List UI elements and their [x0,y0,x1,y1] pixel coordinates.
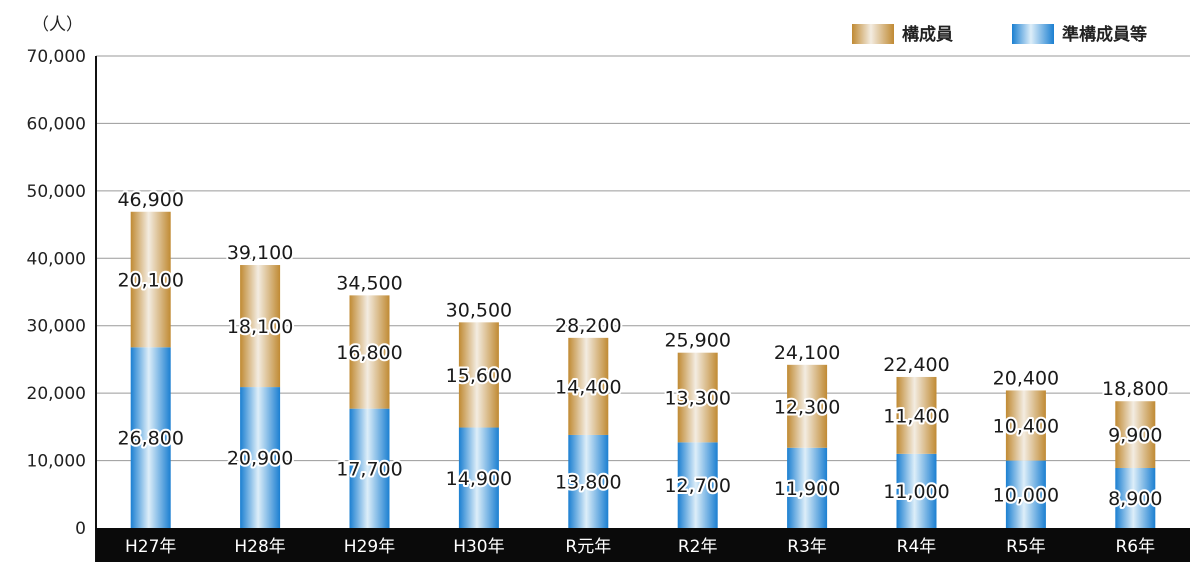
total-label: 46,900 [117,189,183,211]
x-category-label: R元年 [565,537,611,557]
lower-value-label: 11,900 [774,478,840,500]
y-tick-label: 60,000 [27,114,86,134]
bar-segment-upper [896,376,937,454]
bars [130,211,1156,528]
y-tick-label: 20,000 [27,384,86,404]
legend: 構成員 準構成員等 [852,24,1147,45]
bar-segment-upper [1005,390,1046,461]
x-category-label: R3年 [787,537,827,557]
bar-segment-upper [458,322,499,428]
total-label: 30,500 [446,299,512,321]
total-label: 20,400 [993,367,1059,389]
upper-value-label: 16,800 [336,342,402,364]
y-axis: 0 10,000 20,000 30,000 40,000 50,000 60,000 70,… [27,47,97,562]
y-tick-label: 70,000 [27,47,86,67]
total-label: 39,100 [227,242,293,264]
bar-segment-lower [1005,460,1046,528]
upper-value-label: 9,900 [1108,425,1162,447]
x-category-label: H27年 [125,537,176,557]
lower-value-label: 12,700 [664,475,730,497]
total-label: 25,900 [664,330,730,352]
total-label: 28,200 [555,315,621,337]
lower-value-label: 17,700 [336,458,402,480]
x-category-label: R4年 [897,537,937,557]
bar-segment-lower [1115,467,1156,528]
legend-swatch [852,24,894,44]
x-category-label: R2年 [678,537,718,557]
x-category-label: R5年 [1006,537,1046,557]
upper-value-label: 18,100 [227,316,293,338]
bar-segment-upper [677,352,718,443]
y-tick-label: 0 [75,519,86,539]
y-unit-label: （人） [32,15,83,35]
upper-value-label: 14,400 [555,376,621,398]
upper-value-label: 13,300 [664,388,730,410]
bar-segment-lower [896,453,937,528]
upper-value-label: 11,400 [883,405,949,427]
upper-value-label: 10,400 [993,416,1059,438]
legend-label: 構成員 [902,24,953,45]
bar-segment-lower [458,427,499,528]
bar-segment-upper [240,265,281,388]
x-category-label: H30年 [453,537,504,557]
y-tick-label: 10,000 [27,452,86,472]
bar-segment-upper [130,211,171,348]
y-tick-label: 40,000 [27,249,86,269]
bar-segment-lower [787,447,828,528]
lower-value-label: 13,800 [555,471,621,493]
bar-segment-upper [568,337,609,435]
legend-label: 準構成員等 [1062,24,1147,45]
lower-value-label: 26,800 [117,428,183,450]
lower-value-label: 10,000 [993,484,1059,506]
legend-swatch [1012,24,1054,44]
upper-value-label: 12,300 [774,396,840,418]
total-label: 22,400 [883,354,949,376]
bar-segment-lower [568,434,609,528]
lower-value-label: 11,000 [883,481,949,503]
bar-segment-upper [349,295,390,409]
bar-segment-lower [240,387,281,528]
total-label: 18,800 [1102,378,1168,400]
x-category-label: H29年 [344,537,395,557]
y-tick-label: 30,000 [27,317,86,337]
lower-value-label: 20,900 [227,448,293,470]
x-category-label: R6年 [1115,537,1155,557]
value-labels: 46,900 20,100 26,800 39,100 18,100 20,900 34,5… [115,187,1170,512]
bar-segment-upper [787,364,828,448]
x-category-label: H28年 [234,537,285,557]
bar-segment-upper [1115,401,1156,468]
lower-value-label: 14,900 [446,468,512,490]
bar-segment-lower [677,442,718,528]
upper-value-label: 15,600 [446,365,512,387]
bar-segment-lower [349,408,390,528]
y-tick-label: 50,000 [27,182,86,202]
x-axis-categories: H27年 H28年 H29年 H30年 R元年 R2年 R3年 R4年 R5年 R6年 [125,537,1155,557]
total-label: 34,500 [336,272,402,294]
upper-value-label: 20,100 [117,270,183,292]
total-label: 24,100 [774,342,840,364]
lower-value-label: 8,900 [1108,488,1162,510]
category-band [96,528,1190,562]
bar-segment-lower [130,347,171,528]
